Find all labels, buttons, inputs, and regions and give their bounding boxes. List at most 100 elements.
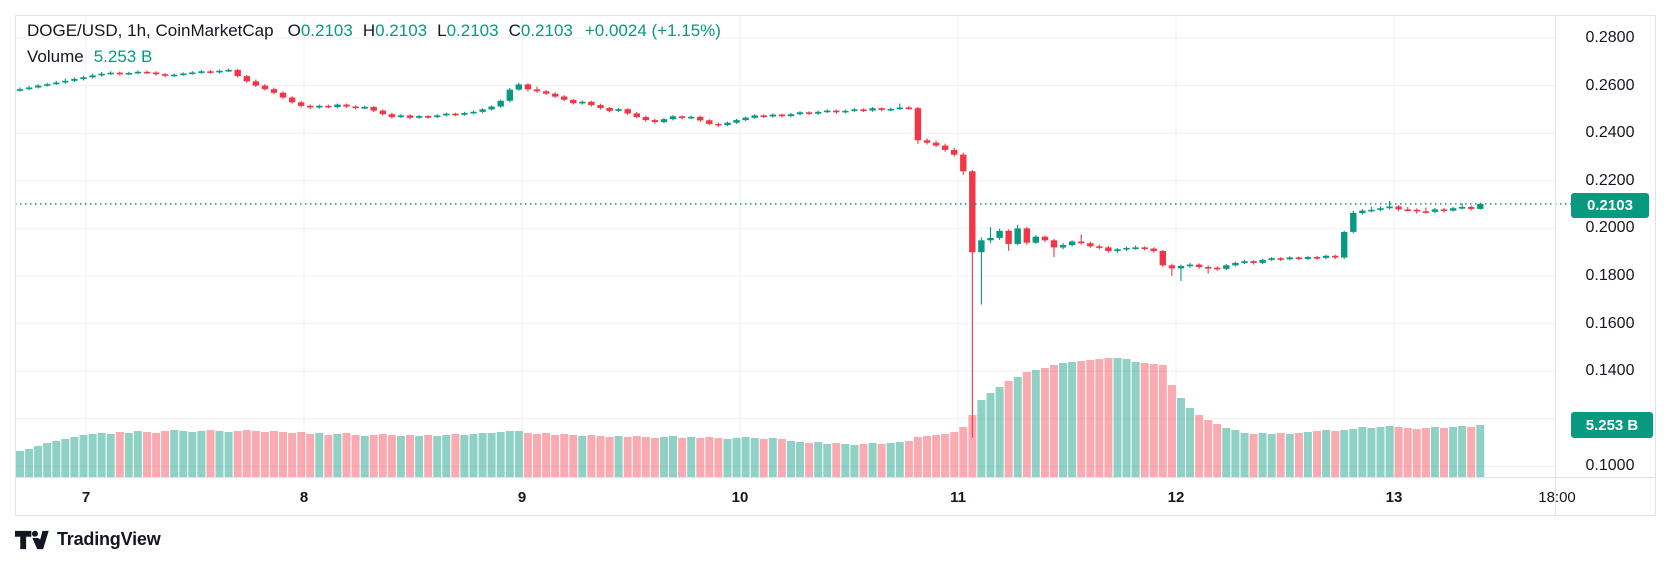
candle-body (733, 120, 740, 123)
volume-bar (260, 432, 269, 477)
candle-body (80, 77, 87, 79)
candle-body (161, 74, 169, 76)
grid-layer (15, 15, 1555, 477)
candle-body (62, 80, 69, 83)
candle-body (452, 113, 459, 116)
candle-body (406, 115, 414, 118)
candle-body (878, 108, 885, 110)
candle-body (760, 115, 767, 117)
volume-bar (1394, 427, 1403, 477)
volume-bar (542, 433, 551, 477)
volume-bar (1412, 429, 1421, 477)
candle-body (978, 240, 985, 253)
volume-bar (1177, 398, 1185, 477)
volume-layer (16, 358, 1485, 477)
volume-bar (596, 436, 605, 477)
volume-bar (34, 446, 43, 477)
candle-body (415, 116, 423, 118)
candle-body (805, 112, 813, 114)
volume-bar (1113, 358, 1122, 477)
candle-body (1295, 257, 1303, 259)
volume-bar (850, 445, 859, 477)
candle-body (1413, 209, 1420, 212)
volume-bar (1403, 428, 1412, 477)
candle-body (715, 123, 722, 126)
candle-body (588, 101, 595, 106)
volume-bar (523, 433, 532, 477)
volume-bar (687, 437, 696, 477)
volume-bar (950, 432, 959, 477)
volume-bar (787, 441, 795, 477)
volume-bar (1276, 433, 1285, 477)
volume-bar (805, 443, 814, 477)
candle-body (1322, 255, 1330, 258)
candle-body (1404, 209, 1411, 211)
volume-bar (242, 430, 251, 477)
volume-bar (1358, 427, 1367, 477)
volume-bar (859, 444, 868, 477)
volume-bar (587, 435, 596, 477)
candle-body (189, 72, 196, 75)
volume-bar (977, 400, 986, 477)
candle-body (624, 109, 631, 114)
candle-body (1395, 206, 1402, 210)
volume-bar (279, 432, 287, 477)
volume-bar (895, 442, 904, 477)
volume-bar (1158, 365, 1167, 477)
candle-body (1241, 261, 1248, 263)
candle-body (207, 71, 214, 73)
candle-body (1359, 210, 1366, 213)
volume-bar (551, 435, 560, 477)
candle-body (497, 100, 504, 107)
volume-bar (170, 430, 179, 477)
candle-body (688, 116, 695, 119)
price-axis-label: 0.1400 (1585, 362, 1635, 380)
volume-bar (741, 437, 750, 477)
volume-bar (777, 439, 786, 477)
candle-body (524, 84, 532, 90)
volume-bar (469, 434, 478, 477)
candle-body (1368, 209, 1375, 212)
candle-body (361, 107, 368, 109)
candle-body (1096, 246, 1103, 248)
volume-bar (768, 438, 777, 477)
candle-body (1068, 241, 1076, 246)
volume-bar (1059, 363, 1067, 477)
candle-body (1386, 206, 1393, 209)
volume-bar (1204, 420, 1213, 477)
volume-bar (678, 438, 687, 477)
candle-body (941, 145, 949, 150)
candle-body (180, 73, 187, 76)
candle-body (724, 122, 731, 126)
volume-bar (1222, 428, 1231, 477)
volume-bar (641, 437, 650, 477)
candle-body (198, 71, 205, 73)
volume-bar (1013, 377, 1022, 477)
candle-body (388, 114, 396, 118)
candle-body (951, 149, 958, 155)
symbol-title[interactable]: DOGE/USD, 1h, CoinMarketCap (27, 21, 274, 40)
volume-bar (759, 439, 768, 477)
candle-body (279, 92, 287, 98)
volume-bar (696, 438, 705, 477)
candle-body (134, 71, 142, 74)
volume-bar (224, 432, 233, 477)
candle-body (1422, 211, 1430, 213)
volume-bar (433, 436, 442, 477)
volume-bar (143, 432, 151, 477)
volume-bar (877, 444, 886, 477)
volume-bar (1068, 362, 1077, 477)
candle-body (1377, 208, 1384, 210)
candle-body (1431, 209, 1439, 212)
tradingview-logo[interactable]: TradingView (15, 529, 161, 550)
candle-body (1449, 208, 1457, 211)
candle-body (660, 119, 668, 123)
volume-bar (396, 436, 405, 477)
candle-body (1458, 207, 1466, 209)
time-axis-label: 8 (299, 489, 309, 506)
volume-bar (70, 437, 79, 477)
low-readout: L0.2103 (437, 21, 499, 40)
candle-body (325, 105, 332, 108)
volume-bar (1331, 431, 1340, 477)
